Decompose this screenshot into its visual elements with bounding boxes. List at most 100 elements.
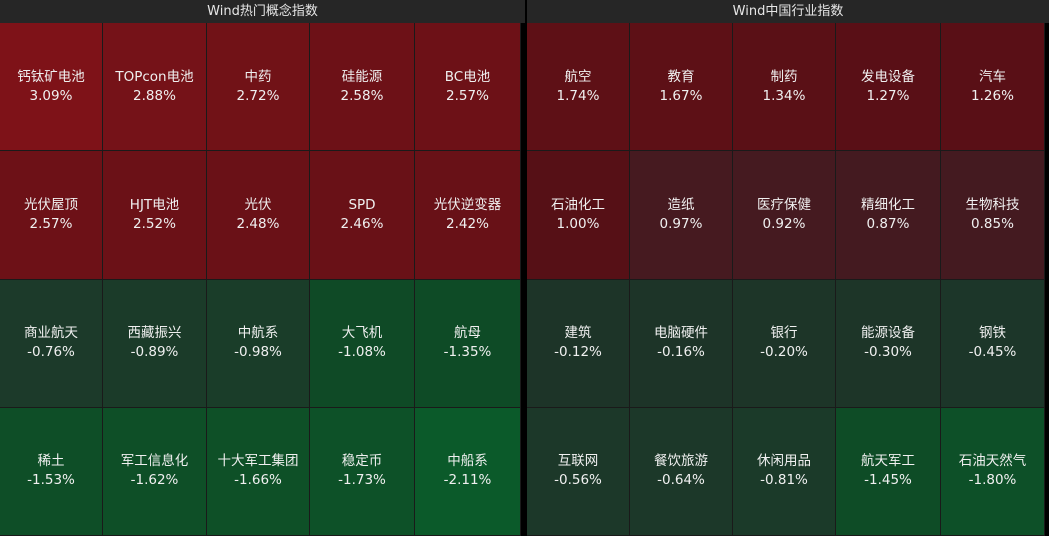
index-tile[interactable]: 制药 1.34% xyxy=(733,23,836,152)
index-tile[interactable]: 建筑 -0.12% xyxy=(527,279,630,408)
concept-index-header: Wind热门概念指数 xyxy=(0,0,525,23)
index-change-percent: 2.88% xyxy=(133,87,176,104)
index-tile[interactable]: 光伏 2.48% xyxy=(207,151,310,280)
index-tile[interactable]: 休闲用品 -0.81% xyxy=(733,407,836,536)
industry-index-grid: 航空 1.74% 教育 1.67% 制药 1.34% 发电设备 1.27% 汽车 1.26% 石油化… xyxy=(527,23,1049,536)
index-tile[interactable]: 精细化工 0.87% xyxy=(836,151,941,280)
index-tile[interactable]: 互联网 -0.56% xyxy=(527,407,630,536)
index-change-percent: 2.48% xyxy=(236,215,280,232)
index-change-percent: -0.76% xyxy=(27,344,75,361)
index-tile[interactable]: 石油天然气 -1.80% xyxy=(941,407,1045,536)
index-tile[interactable]: 稀土 -1.53% xyxy=(0,407,103,536)
index-tile[interactable]: 军工信息化 -1.62% xyxy=(103,407,207,536)
index-change-percent: 3.09% xyxy=(29,87,73,104)
index-tile[interactable]: 中船系 -2.11% xyxy=(415,407,521,536)
index-name: TOPcon电池 xyxy=(115,68,194,85)
index-tile[interactable]: 航空 1.74% xyxy=(527,23,630,152)
index-change-percent: 1.67% xyxy=(659,87,703,104)
index-change-percent: -0.81% xyxy=(760,472,808,489)
index-change-percent: -1.45% xyxy=(864,472,912,489)
index-name: 光伏逆变器 xyxy=(433,196,502,213)
index-change-percent: 2.46% xyxy=(340,215,384,232)
index-change-percent: 0.92% xyxy=(762,215,806,232)
index-name: 钙钛矿电池 xyxy=(17,68,85,85)
index-tile[interactable]: 中航系 -0.98% xyxy=(207,279,310,408)
index-change-percent: -0.89% xyxy=(130,344,179,361)
index-name: HJT电池 xyxy=(129,196,180,213)
index-change-percent: 0.97% xyxy=(659,215,703,232)
index-tile[interactable]: 造纸 0.97% xyxy=(630,151,733,280)
index-tile[interactable]: 餐饮旅游 -0.64% xyxy=(630,407,733,536)
index-change-percent: 2.42% xyxy=(446,215,489,232)
index-name: 西藏振兴 xyxy=(127,325,182,342)
index-name: 制药 xyxy=(770,68,798,85)
index-tile[interactable]: BC电池 2.57% xyxy=(415,23,521,152)
index-change-percent: -0.56% xyxy=(554,472,602,489)
index-tile[interactable]: 钙钛矿电池 3.09% xyxy=(0,23,103,152)
index-tile[interactable]: 大飞机 -1.08% xyxy=(310,279,415,408)
index-tile[interactable]: 发电设备 1.27% xyxy=(836,23,941,152)
index-name: 互联网 xyxy=(557,453,599,470)
index-change-percent: 1.27% xyxy=(866,87,910,104)
index-name: 中船系 xyxy=(447,453,488,470)
index-tile[interactable]: 教育 1.67% xyxy=(630,23,733,152)
index-change-percent: 0.85% xyxy=(971,215,1014,232)
index-tile[interactable]: 生物科技 0.85% xyxy=(941,151,1045,280)
index-tile[interactable]: 商业航天 -0.76% xyxy=(0,279,103,408)
index-tile[interactable]: 汽车 1.26% xyxy=(941,23,1045,152)
index-change-percent: 2.52% xyxy=(133,215,176,232)
index-tile[interactable]: 航天军工 -1.45% xyxy=(836,407,941,536)
index-tile[interactable]: 银行 -0.20% xyxy=(733,279,836,408)
index-tile[interactable]: 能源设备 -0.30% xyxy=(836,279,941,408)
index-name: 教育 xyxy=(667,68,695,85)
index-change-percent: -0.64% xyxy=(657,472,705,489)
index-name: 发电设备 xyxy=(861,68,915,85)
index-tile[interactable]: 西藏振兴 -0.89% xyxy=(103,279,207,408)
index-name: 钢铁 xyxy=(979,325,1006,342)
index-tile[interactable]: 光伏逆变器 2.42% xyxy=(415,151,521,280)
index-name: 建筑 xyxy=(564,325,592,342)
index-tile[interactable]: 电脑硬件 -0.16% xyxy=(630,279,733,408)
index-tile[interactable]: TOPcon电池 2.88% xyxy=(103,23,207,152)
index-name: 十大军工集团 xyxy=(217,453,299,470)
index-change-percent: 1.34% xyxy=(762,87,806,104)
index-name: BC电池 xyxy=(444,68,491,85)
index-change-percent: 2.58% xyxy=(340,87,384,104)
index-tile[interactable]: 稳定币 -1.73% xyxy=(310,407,415,536)
index-tile[interactable]: 医疗保健 0.92% xyxy=(733,151,836,280)
index-name: 休闲用品 xyxy=(757,453,811,470)
index-name: 石油化工 xyxy=(551,196,605,213)
index-change-percent: -0.20% xyxy=(760,344,808,361)
index-name: 生物科技 xyxy=(965,196,1020,213)
index-name: 光伏 xyxy=(244,196,272,213)
index-tile[interactable]: 航母 -1.35% xyxy=(415,279,521,408)
index-name: 医疗保健 xyxy=(757,196,811,213)
index-change-percent: 2.57% xyxy=(29,215,73,232)
index-name: 稀土 xyxy=(37,453,65,470)
index-name: 中药 xyxy=(244,68,272,85)
index-tile[interactable]: 中药 2.72% xyxy=(207,23,310,152)
index-tile[interactable]: 光伏屋顶 2.57% xyxy=(0,151,103,280)
index-name: 电脑硬件 xyxy=(654,325,708,342)
concept-index-grid: 钙钛矿电池 3.09% TOPcon电池 2.88% 中药 2.72% 硅能源 2.58% BC… xyxy=(0,23,525,536)
index-tile[interactable]: HJT电池 2.52% xyxy=(103,151,207,280)
index-change-percent: -0.45% xyxy=(968,344,1017,361)
index-tile[interactable]: 十大军工集团 -1.66% xyxy=(207,407,310,536)
index-tile[interactable]: SPD 2.46% xyxy=(310,151,415,280)
index-name: 中航系 xyxy=(237,325,279,342)
index-name: 餐饮旅游 xyxy=(654,453,708,470)
index-change-percent: -1.53% xyxy=(27,472,75,489)
index-name: 大飞机 xyxy=(341,325,383,342)
index-tile[interactable]: 钢铁 -0.45% xyxy=(941,279,1045,408)
index-name: 银行 xyxy=(770,325,798,342)
index-name: 军工信息化 xyxy=(120,453,189,470)
index-change-percent: 0.87% xyxy=(866,215,910,232)
index-change-percent: -0.16% xyxy=(657,344,705,361)
industry-index-header: Wind中国行业指数 xyxy=(527,0,1049,23)
index-tile[interactable]: 硅能源 2.58% xyxy=(310,23,415,152)
index-name: 能源设备 xyxy=(861,325,915,342)
index-change-percent: 1.74% xyxy=(556,87,600,104)
index-change-percent: -1.08% xyxy=(338,344,386,361)
index-tile[interactable]: 石油化工 1.00% xyxy=(527,151,630,280)
index-name: 稳定币 xyxy=(341,453,383,470)
